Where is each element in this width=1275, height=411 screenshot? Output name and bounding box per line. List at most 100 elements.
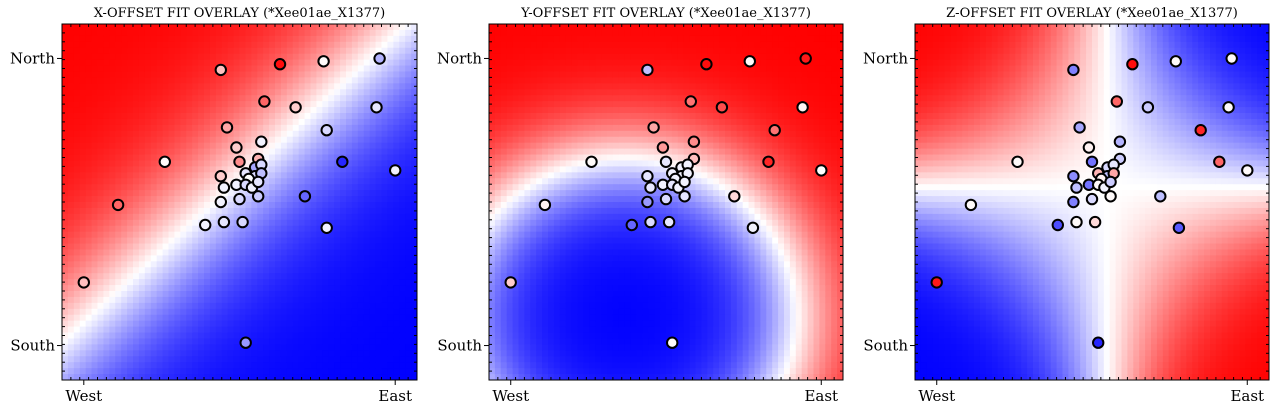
heatmap-cell xyxy=(571,243,579,251)
heatmap-cell xyxy=(512,225,520,233)
heatmap-cell xyxy=(198,237,205,245)
heatmap-cell xyxy=(381,29,389,37)
heatmap-cell xyxy=(618,65,626,73)
heatmap-cell xyxy=(97,83,105,90)
heatmap-cell xyxy=(227,362,235,369)
heatmap-cell xyxy=(133,255,140,262)
heatmap-cell xyxy=(612,350,620,357)
heatmap-cell xyxy=(595,261,602,268)
heatmap-cell xyxy=(292,172,300,179)
heatmap-cell xyxy=(180,196,187,203)
heatmap-cell xyxy=(115,273,122,280)
heatmap-cell xyxy=(138,368,146,375)
heatmap-cell xyxy=(536,302,543,310)
heatmap-cell xyxy=(536,41,543,49)
heatmap-cell xyxy=(227,59,235,67)
heatmap-cell xyxy=(381,41,389,49)
heatmap-cell xyxy=(275,95,282,102)
heatmap-cell xyxy=(269,24,276,31)
heatmap-cell xyxy=(150,166,158,173)
heatmap-cell xyxy=(310,113,318,120)
heatmap-cell xyxy=(79,89,87,96)
heatmap-cell xyxy=(186,362,193,369)
heatmap-cell xyxy=(601,89,608,96)
heatmap-cell xyxy=(524,255,531,262)
heatmap-cell xyxy=(612,285,620,292)
heatmap-cell xyxy=(530,154,537,162)
heatmap-cell xyxy=(595,202,602,209)
heatmap-cell xyxy=(512,320,520,328)
heatmap-cell xyxy=(346,124,353,132)
heatmap-cell xyxy=(198,35,205,43)
heatmap-cell xyxy=(589,296,596,304)
heatmap-cell xyxy=(91,124,99,132)
heatmap-cell xyxy=(298,184,306,191)
heatmap-cell xyxy=(192,166,199,173)
heatmap-cell xyxy=(133,142,140,150)
heatmap-cell xyxy=(399,101,406,108)
heatmap-cell xyxy=(399,65,406,73)
heatmap-cell xyxy=(346,296,353,304)
heatmap-cell xyxy=(518,207,525,215)
heatmap-cell xyxy=(127,332,134,340)
heatmap-cell xyxy=(583,356,590,363)
heatmap-cell xyxy=(577,362,584,369)
heatmap-cell xyxy=(180,291,187,298)
heatmap-cell xyxy=(393,279,400,286)
heatmap-cell xyxy=(583,142,590,150)
heatmap-cell xyxy=(601,267,608,274)
heatmap-cell xyxy=(381,350,389,357)
heatmap-cell xyxy=(589,196,596,203)
heatmap-cell xyxy=(121,368,128,375)
heatmap-cell xyxy=(518,160,525,167)
heatmap-cell xyxy=(583,29,590,37)
heatmap-cell xyxy=(351,47,359,55)
heatmap-cell xyxy=(500,130,508,138)
heatmap-cell xyxy=(162,368,170,375)
heatmap-cell xyxy=(133,243,140,251)
heatmap-cell xyxy=(346,237,353,245)
heatmap-cell xyxy=(351,368,359,375)
heatmap-cell xyxy=(67,296,75,304)
heatmap-cell xyxy=(67,41,75,49)
heatmap-cell xyxy=(494,279,502,286)
heatmap-cell xyxy=(280,285,288,292)
heatmap-cell xyxy=(215,89,223,96)
heatmap-cell xyxy=(328,332,335,340)
heatmap-cell xyxy=(138,279,146,286)
heatmap-cell xyxy=(269,148,276,156)
heatmap-cell xyxy=(530,350,537,357)
heatmap-cell xyxy=(227,47,235,55)
heatmap-cell xyxy=(542,53,549,61)
heatmap-cell xyxy=(280,368,288,375)
heatmap-cell xyxy=(298,338,306,345)
heatmap-cell xyxy=(127,320,134,328)
heatmap-cell xyxy=(304,24,312,31)
heatmap-cell xyxy=(381,113,389,120)
heatmap-cell xyxy=(62,148,69,156)
heatmap-cell xyxy=(565,154,573,162)
heatmap-cell xyxy=(536,178,543,185)
heatmap-cell xyxy=(162,89,170,96)
heatmap-cell xyxy=(168,213,176,221)
heatmap-cell xyxy=(530,291,537,298)
heatmap-cell xyxy=(577,124,584,132)
heatmap-cell xyxy=(215,368,223,375)
heatmap-cell xyxy=(607,41,614,49)
heatmap-cell xyxy=(292,368,300,375)
heatmap-cell xyxy=(405,308,412,316)
heatmap-cell xyxy=(156,344,164,351)
heatmap-cell xyxy=(192,202,199,209)
heatmap-cell xyxy=(536,261,543,268)
heatmap-cell xyxy=(286,344,294,351)
heatmap-cell xyxy=(275,154,282,162)
heatmap-cell xyxy=(506,320,514,328)
heatmap-cell xyxy=(518,166,525,173)
heatmap-cell xyxy=(571,71,579,78)
heatmap-cell xyxy=(542,184,549,191)
heatmap-cell xyxy=(500,219,508,227)
heatmap-cell xyxy=(536,154,543,162)
heatmap-cell xyxy=(97,113,105,120)
heatmap-cell xyxy=(73,261,81,268)
heatmap-cell xyxy=(85,184,93,191)
